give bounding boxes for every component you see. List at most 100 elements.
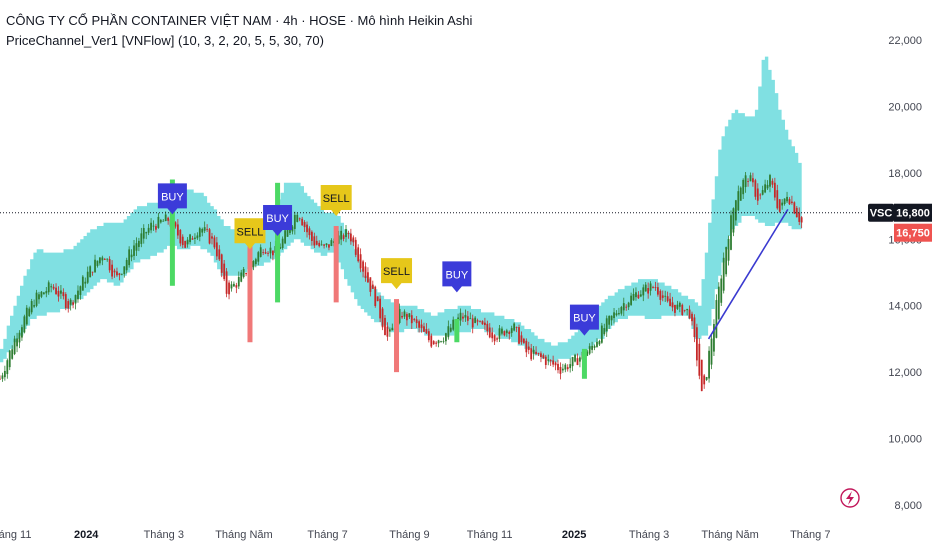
sell-signal-bar xyxy=(247,229,253,343)
candle-body xyxy=(213,237,216,248)
candle-body xyxy=(759,194,762,196)
candle-body xyxy=(598,341,601,345)
candle-body xyxy=(639,294,642,297)
candle-body xyxy=(60,290,62,294)
candle-body xyxy=(116,271,118,276)
candle-body xyxy=(432,341,435,345)
candle-body xyxy=(6,360,9,375)
candle-body xyxy=(362,261,364,272)
candle-body xyxy=(715,300,718,338)
candle-body xyxy=(140,233,143,244)
candle-body xyxy=(547,359,550,361)
buy-signal-badge[interactable]: BUY xyxy=(442,261,472,293)
candle-body xyxy=(64,294,67,309)
candle-body xyxy=(469,318,472,320)
candle-body xyxy=(130,254,133,258)
price-axis[interactable]: 22,00020,00018,00016,00014,00012,00010,0… xyxy=(888,35,922,512)
candle-body xyxy=(569,364,572,369)
candle-body xyxy=(103,258,106,260)
candle-body xyxy=(55,287,57,295)
y-tick-label: 10,000 xyxy=(888,434,922,446)
candle-body xyxy=(152,225,155,227)
candle-body xyxy=(388,329,391,332)
candle-body xyxy=(649,283,652,291)
sell-signal-bar xyxy=(333,226,339,303)
candle-body xyxy=(342,235,345,239)
candle-body xyxy=(474,317,477,323)
candle-body xyxy=(603,328,606,335)
candle-body xyxy=(206,228,209,230)
symbol-tag-label: VSC xyxy=(870,208,893,220)
sell-signal-badge[interactable]: SELL xyxy=(320,185,352,217)
candle-body xyxy=(303,222,306,228)
candle-body xyxy=(561,368,564,371)
candle-body xyxy=(752,178,754,183)
candle-body xyxy=(62,292,65,297)
buy-signal-bar xyxy=(275,182,281,303)
candle-body xyxy=(498,328,501,339)
candle-body xyxy=(23,316,26,333)
trend-line-segment[interactable] xyxy=(707,208,789,340)
x-tick-label: Tháng 3 xyxy=(144,529,184,541)
candle-body xyxy=(413,319,416,320)
lightning-icon[interactable] xyxy=(840,488,860,508)
indicator-legend[interactable]: PriceChannel_Ver1 [VNFlow] (10, 3, 2, 20… xyxy=(6,33,324,48)
time-axis[interactable]: Tháng 11 2024 Tháng 3 Tháng Năm Tháng 7 Tháng… xyxy=(0,529,830,541)
candle-body xyxy=(269,247,272,254)
candle-body xyxy=(150,222,152,231)
candle-body xyxy=(695,327,698,361)
candle-body xyxy=(310,231,313,241)
candle-body xyxy=(613,312,615,319)
candle-body xyxy=(284,230,286,244)
candle-body xyxy=(708,350,710,379)
candle-body xyxy=(67,301,70,309)
candle-body xyxy=(21,327,23,338)
candle-body xyxy=(296,214,299,222)
candle-body xyxy=(525,340,528,353)
candle-body xyxy=(769,175,771,187)
candle-body xyxy=(544,356,547,365)
candle-body xyxy=(600,325,603,343)
candle-body xyxy=(659,290,662,300)
candle-body xyxy=(683,309,686,311)
candle-body xyxy=(376,296,379,302)
candle-body xyxy=(223,263,226,280)
candle-body xyxy=(720,278,723,303)
candle-body xyxy=(437,340,440,344)
candle-body xyxy=(542,355,545,359)
candle-body xyxy=(323,244,325,246)
candle-body xyxy=(25,307,28,325)
sell-signal-badge[interactable]: SELL xyxy=(234,218,266,250)
sell-signal-badge[interactable]: SELL xyxy=(381,258,413,290)
candle-body xyxy=(593,345,596,348)
candle-body xyxy=(642,287,645,296)
candle-body xyxy=(576,358,579,366)
buy-signal-badge[interactable]: BUY xyxy=(263,204,293,236)
y-tick-label: 20,000 xyxy=(888,101,922,113)
buy-signal-badge[interactable]: BUY xyxy=(157,183,187,215)
signal-label: BUY xyxy=(446,269,469,281)
x-tick-label: 2024 xyxy=(74,529,99,541)
candle-body xyxy=(157,216,160,228)
candle-body xyxy=(730,215,732,250)
candle-body xyxy=(233,283,235,287)
candle-body xyxy=(488,327,491,338)
candle-body xyxy=(503,331,506,336)
candle-body xyxy=(800,217,803,223)
candle-body xyxy=(632,293,635,301)
last-price-tag: VSC 16,800 xyxy=(868,203,932,222)
candle-body xyxy=(264,252,267,254)
candle-body xyxy=(505,330,508,334)
candle-body xyxy=(783,198,786,205)
candle-body xyxy=(203,227,206,231)
candle-body xyxy=(401,315,403,318)
candle-body xyxy=(778,199,781,212)
channel-area xyxy=(0,56,802,369)
candle-body xyxy=(201,229,204,233)
candle-body xyxy=(211,236,213,239)
candle-body xyxy=(764,184,767,193)
candle-body xyxy=(94,259,96,273)
buy-signal-badge[interactable]: BUY xyxy=(569,304,599,336)
candle-body xyxy=(81,276,84,291)
